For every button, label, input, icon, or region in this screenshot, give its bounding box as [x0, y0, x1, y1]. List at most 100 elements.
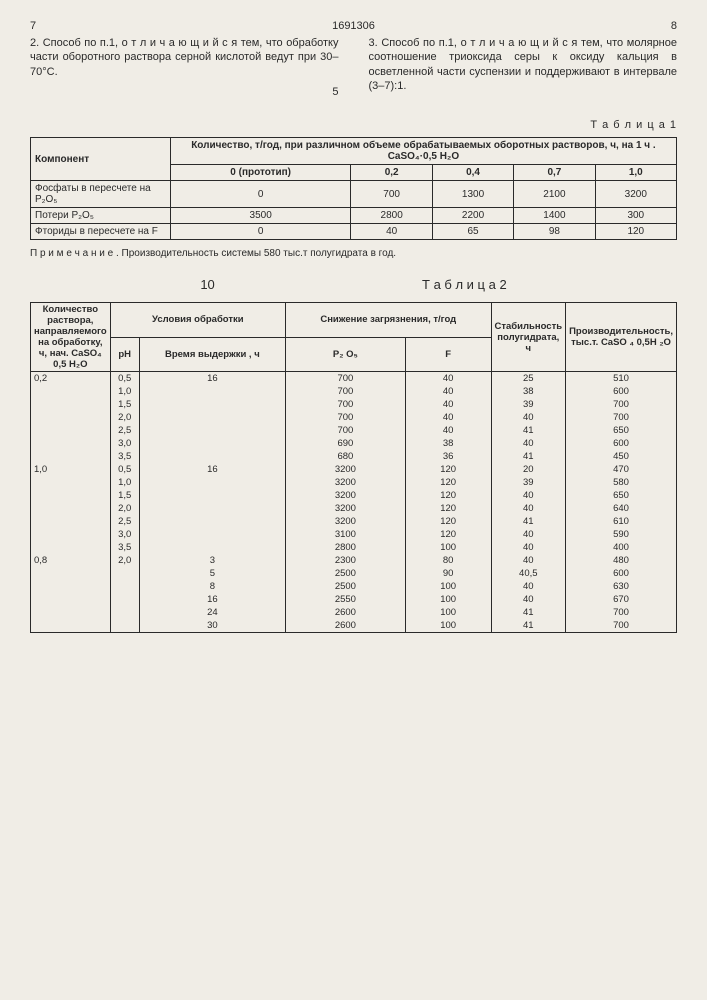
t2-h2b: Время выдержки , ч	[139, 337, 285, 372]
t2-cell: 36	[405, 450, 491, 463]
t2-cell	[139, 398, 285, 411]
t2-cell	[31, 567, 111, 580]
t2-cell: 600	[566, 437, 677, 450]
body-columns: 2. Способ по п.1, о т л и ч а ю щ и й с …	[30, 36, 677, 99]
t2-cell	[31, 619, 111, 633]
t2-cell: 3	[139, 554, 285, 567]
t2-cell: 40	[491, 411, 566, 424]
t1-h-component: Компонент	[31, 138, 171, 181]
t2-cell: 3200	[286, 476, 406, 489]
t2-cell: 80	[405, 554, 491, 567]
t1-row-label: Потери P₂O₅	[31, 208, 171, 224]
t2-cell: 2,5	[110, 424, 139, 437]
t2-cell: 120	[405, 502, 491, 515]
t2-cell	[31, 593, 111, 606]
t2-cell: 16	[139, 463, 285, 476]
t2-cell: 0,5	[110, 463, 139, 476]
t2-h5: Производительность, тыс.т. CaSO ₄ 0,5H ₂…	[566, 303, 677, 372]
t2-cell: 2500	[286, 567, 406, 580]
t2-cell: 41	[491, 619, 566, 633]
t2-cell	[110, 593, 139, 606]
t2-cell: 120	[405, 489, 491, 502]
t1-cell: 2100	[514, 181, 595, 208]
t2-cell: 38	[491, 385, 566, 398]
t2-cell: 39	[491, 398, 566, 411]
t2-cell: 40	[491, 593, 566, 606]
t2-cell: 3,5	[110, 541, 139, 554]
t2-cell	[139, 437, 285, 450]
t2-cell	[31, 424, 111, 437]
t2-cell: 1,0	[31, 463, 111, 476]
t2-cell: 470	[566, 463, 677, 476]
t2-cell: 40	[491, 437, 566, 450]
t2-cell: 41	[491, 450, 566, 463]
t2-cell: 650	[566, 489, 677, 502]
t2-cell: 600	[566, 385, 677, 398]
t2-cell	[110, 580, 139, 593]
t2-cell: 590	[566, 528, 677, 541]
t2-cell: 120	[405, 476, 491, 489]
t2-cell: 0,2	[31, 372, 111, 386]
t2-cell: 690	[286, 437, 406, 450]
t1-subheader: 0 (прототип)	[170, 165, 351, 181]
t2-cell: 700	[286, 372, 406, 386]
t1-subheader: 0,7	[514, 165, 595, 181]
t2-cell: 450	[566, 450, 677, 463]
t2-cell: 100	[405, 619, 491, 633]
t2-cell	[31, 489, 111, 502]
t2-cell: 8	[139, 580, 285, 593]
mid-marker: 10 Т а б л и ц а 2	[30, 277, 677, 292]
t2-cell	[31, 502, 111, 515]
t2-cell: 700	[566, 619, 677, 633]
t2-cell: 40	[405, 411, 491, 424]
t2-cell: 41	[491, 606, 566, 619]
t2-cell	[31, 437, 111, 450]
t2-cell: 40	[491, 541, 566, 554]
paragraph-3: 3. Способ по п.1, о т л и ч а ю щ и й с …	[369, 36, 678, 99]
t2-cell: 41	[491, 424, 566, 437]
t2-cell: 120	[405, 515, 491, 528]
t2-cell: 20	[491, 463, 566, 476]
t2-cell: 1,0	[110, 476, 139, 489]
t1-cell: 98	[514, 224, 595, 240]
t2-cell: 100	[405, 593, 491, 606]
t2-cell: 3200	[286, 502, 406, 515]
t2-cell: 40	[405, 372, 491, 386]
t2-cell: 0,5	[110, 372, 139, 386]
t2-cell: 5	[139, 567, 285, 580]
t2-cell: 700	[566, 606, 677, 619]
t2-h2: Условия обработки	[110, 303, 285, 338]
t2-cell: 41	[491, 515, 566, 528]
t2-cell: 3,5	[110, 450, 139, 463]
t2-cell: 2,0	[110, 554, 139, 567]
t2-cell: 2800	[286, 541, 406, 554]
left-marker: 5	[30, 85, 339, 99]
t1-cell: 0	[170, 224, 351, 240]
t2-h1: Количество раствора, направляемого на об…	[31, 303, 111, 372]
t1-h-qty: Количество, т/год, при различном объеме …	[170, 138, 676, 165]
t2-cell: 100	[405, 541, 491, 554]
t2-cell: 40	[491, 554, 566, 567]
t2-cell: 3200	[286, 515, 406, 528]
t2-cell: 40	[405, 398, 491, 411]
t2-cell: 40	[491, 489, 566, 502]
t2-cell	[31, 515, 111, 528]
t1-row-label: Фосфаты в пересчете на P₂O₅	[31, 181, 171, 208]
t2-cell: 580	[566, 476, 677, 489]
table1-note: П р и м е ч а н и е . Производительность…	[30, 248, 677, 259]
t2-cell: 700	[286, 424, 406, 437]
t2-cell: 100	[405, 606, 491, 619]
t2-cell: 700	[566, 398, 677, 411]
t2-cell	[139, 502, 285, 515]
t1-cell: 40	[351, 224, 432, 240]
table-2: Количество раствора, направляемого на об…	[30, 302, 677, 633]
t2-cell: 640	[566, 502, 677, 515]
t2-cell: 40,5	[491, 567, 566, 580]
t2-h3a: P₂ O₅	[286, 337, 406, 372]
t2-cell: 3,0	[110, 437, 139, 450]
t2-cell: 670	[566, 593, 677, 606]
t2-cell: 2500	[286, 580, 406, 593]
t2-cell	[139, 476, 285, 489]
t2-cell	[31, 476, 111, 489]
table2-label: Т а б л и ц а 2	[422, 277, 507, 292]
